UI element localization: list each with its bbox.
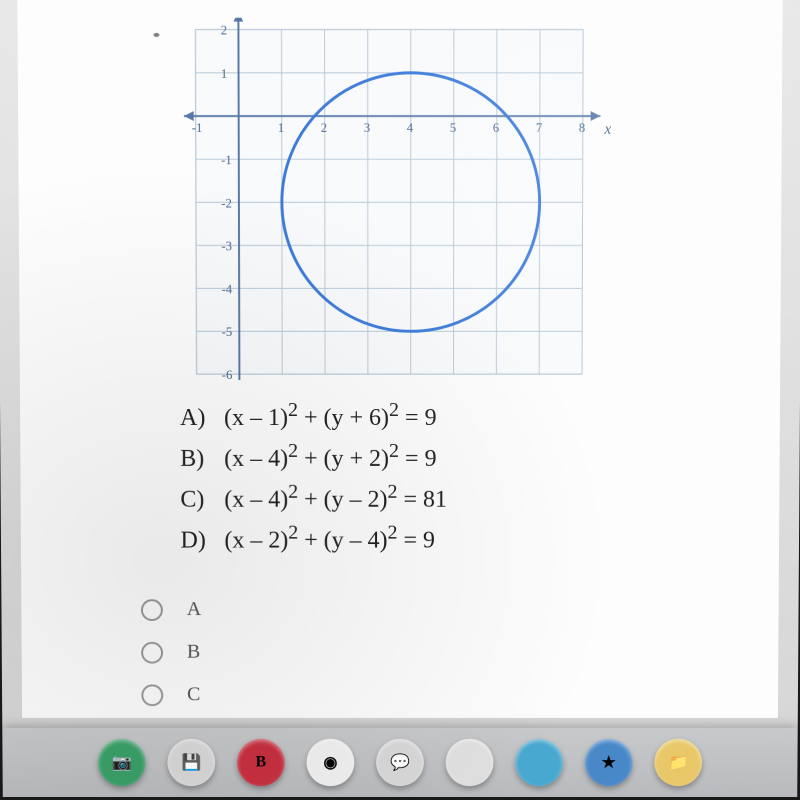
svg-text:2: 2: [321, 121, 327, 135]
svg-text:-1: -1: [192, 121, 203, 135]
svg-text:-1: -1: [221, 153, 232, 167]
answer-a-label: A): [180, 400, 218, 436]
graph-container: yx-11234567821-1-2-3-4-5-6: [179, 18, 723, 385]
radio-label: B: [187, 641, 200, 664]
svg-text:5: 5: [450, 121, 456, 135]
answer-d-expr: (x – 2)2 + (y – 4)2 = 9: [224, 528, 435, 554]
svg-text:7: 7: [536, 121, 542, 135]
radio-circle-icon: [141, 684, 163, 706]
svg-text:-4: -4: [222, 282, 233, 296]
answer-a-expr: (x – 1)2 + (y + 6)2 = 9: [224, 405, 437, 431]
radio-circle-icon: [141, 641, 163, 663]
coordinate-graph: yx-11234567821-1-2-3-4-5-6: [179, 18, 622, 380]
svg-text:x: x: [603, 121, 611, 138]
answer-d: D) (x – 2)2 + (y – 4)2 = 9: [180, 518, 719, 559]
answer-c-label: C): [180, 482, 218, 518]
radio-circle-icon: [141, 599, 163, 621]
screen: yx-11234567821-1-2-3-4-5-6 A) (x – 1)2 +…: [0, 0, 800, 797]
svg-text:1: 1: [278, 121, 284, 135]
svg-text:-6: -6: [222, 368, 233, 380]
svg-text:6: 6: [493, 121, 499, 135]
radio-option-c[interactable]: C: [141, 674, 718, 717]
answer-choices: A) (x – 1)2 + (y + 6)2 = 9 B) (x – 4)2 +…: [180, 395, 720, 558]
taskbar-app-blue-icon[interactable]: [515, 739, 563, 786]
radio-group: ABC: [141, 588, 719, 716]
answer-b-label: B): [180, 441, 218, 477]
taskbar-star-icon[interactable]: ★: [585, 739, 633, 786]
taskbar-folder-icon[interactable]: 📁: [654, 739, 702, 786]
radio-option-a[interactable]: A: [141, 588, 719, 631]
taskbar-chrome-icon[interactable]: ◉: [307, 739, 355, 786]
answer-c-expr: (x – 4)2 + (y – 2)2 = 81: [224, 487, 447, 513]
radio-label: A: [187, 598, 201, 621]
answer-d-label: D): [180, 523, 218, 559]
answer-a: A) (x – 1)2 + (y + 6)2 = 9: [180, 395, 720, 436]
taskbar: 📷 💾 B ◉ 💬 ★ 📁: [2, 728, 797, 797]
svg-text:-3: -3: [221, 239, 232, 253]
answer-c: C) (x – 4)2 + (y – 2)2 = 81: [180, 477, 719, 518]
answer-b: B) (x – 4)2 + (y + 2)2 = 9: [180, 436, 720, 477]
dust-speck: [153, 33, 159, 37]
svg-text:1: 1: [221, 67, 227, 81]
taskbar-bully-icon[interactable]: B: [237, 739, 285, 786]
radio-option-b[interactable]: B: [141, 631, 719, 674]
svg-text:-5: -5: [222, 325, 233, 339]
taskbar-camera-icon[interactable]: 📷: [98, 739, 146, 786]
question-content: yx-11234567821-1-2-3-4-5-6 A) (x – 1)2 +…: [17, 0, 782, 718]
svg-text:3: 3: [364, 121, 370, 135]
taskbar-messages-icon[interactable]: 💬: [376, 739, 424, 786]
svg-text:2: 2: [221, 23, 227, 37]
svg-text:-2: -2: [221, 196, 232, 210]
answer-b-expr: (x – 4)2 + (y + 2)2 = 9: [224, 446, 436, 472]
taskbar-generic1-icon[interactable]: [446, 739, 494, 786]
taskbar-save-icon[interactable]: 💾: [167, 739, 215, 786]
svg-text:4: 4: [407, 121, 414, 135]
radio-label: C: [187, 683, 200, 706]
svg-text:8: 8: [579, 121, 585, 135]
